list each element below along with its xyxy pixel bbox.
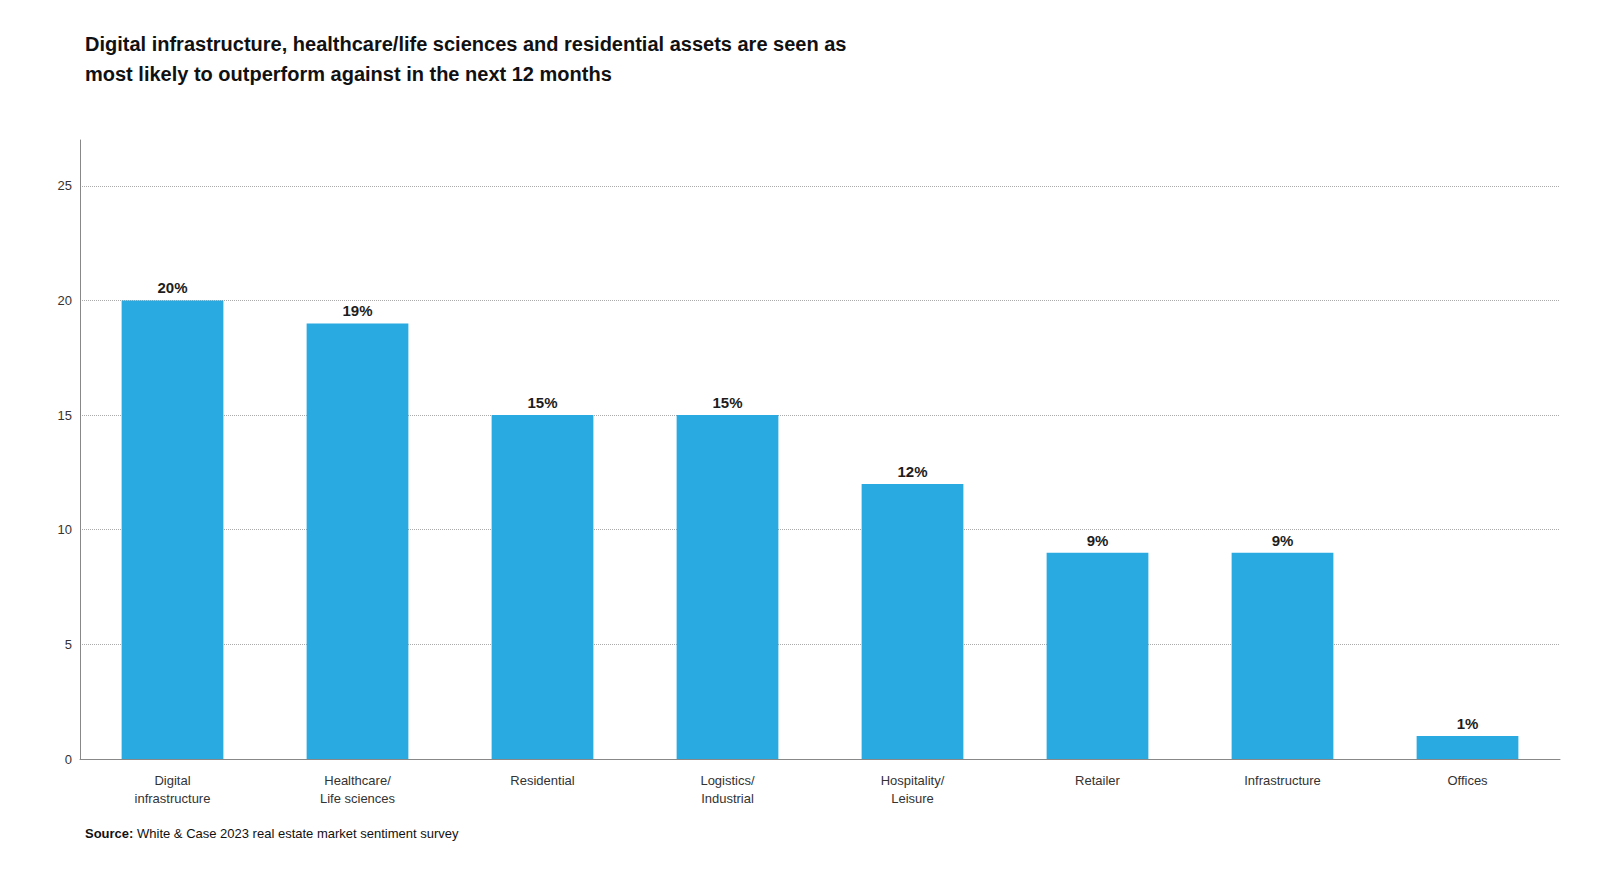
- svg-text:Healthcare/: Healthcare/: [324, 773, 391, 788]
- svg-text:Logistics/: Logistics/: [700, 773, 755, 788]
- svg-text:5: 5: [65, 637, 72, 652]
- svg-text:20: 20: [58, 293, 72, 308]
- svg-text:infrastructure: infrastructure: [135, 791, 211, 806]
- svg-text:Life sciences: Life sciences: [320, 791, 396, 806]
- svg-text:Infrastructure: Infrastructure: [1244, 773, 1321, 788]
- svg-text:Source:: Source:: [85, 826, 133, 841]
- svg-text:9%: 9%: [1272, 532, 1294, 549]
- svg-text:25: 25: [58, 178, 72, 193]
- svg-text:most likely to outperform agai: most likely to outperform against in the…: [85, 63, 612, 85]
- svg-text:Digital infrastructure, health: Digital infrastructure, healthcare/life …: [85, 33, 846, 55]
- svg-text:Offices: Offices: [1447, 773, 1488, 788]
- svg-text:15%: 15%: [712, 394, 742, 411]
- svg-text:Retailer: Retailer: [1075, 773, 1120, 788]
- svg-text:Leisure: Leisure: [891, 791, 934, 806]
- svg-text:0: 0: [65, 752, 72, 767]
- svg-text:15%: 15%: [527, 394, 557, 411]
- svg-text:White & Case 2023 real estate: White & Case 2023 real estate market sen…: [133, 826, 459, 841]
- svg-text:Hospitality/: Hospitality/: [881, 773, 945, 788]
- svg-text:Industrial: Industrial: [701, 791, 754, 806]
- svg-text:Digital: Digital: [154, 773, 190, 788]
- svg-text:20%: 20%: [157, 279, 187, 296]
- svg-text:1%: 1%: [1457, 715, 1479, 732]
- svg-text:19%: 19%: [342, 302, 372, 319]
- svg-text:10: 10: [58, 522, 72, 537]
- svg-text:12%: 12%: [897, 463, 927, 480]
- svg-text:9%: 9%: [1087, 532, 1109, 549]
- svg-text:Residential: Residential: [510, 773, 574, 788]
- svg-text:15: 15: [58, 408, 72, 423]
